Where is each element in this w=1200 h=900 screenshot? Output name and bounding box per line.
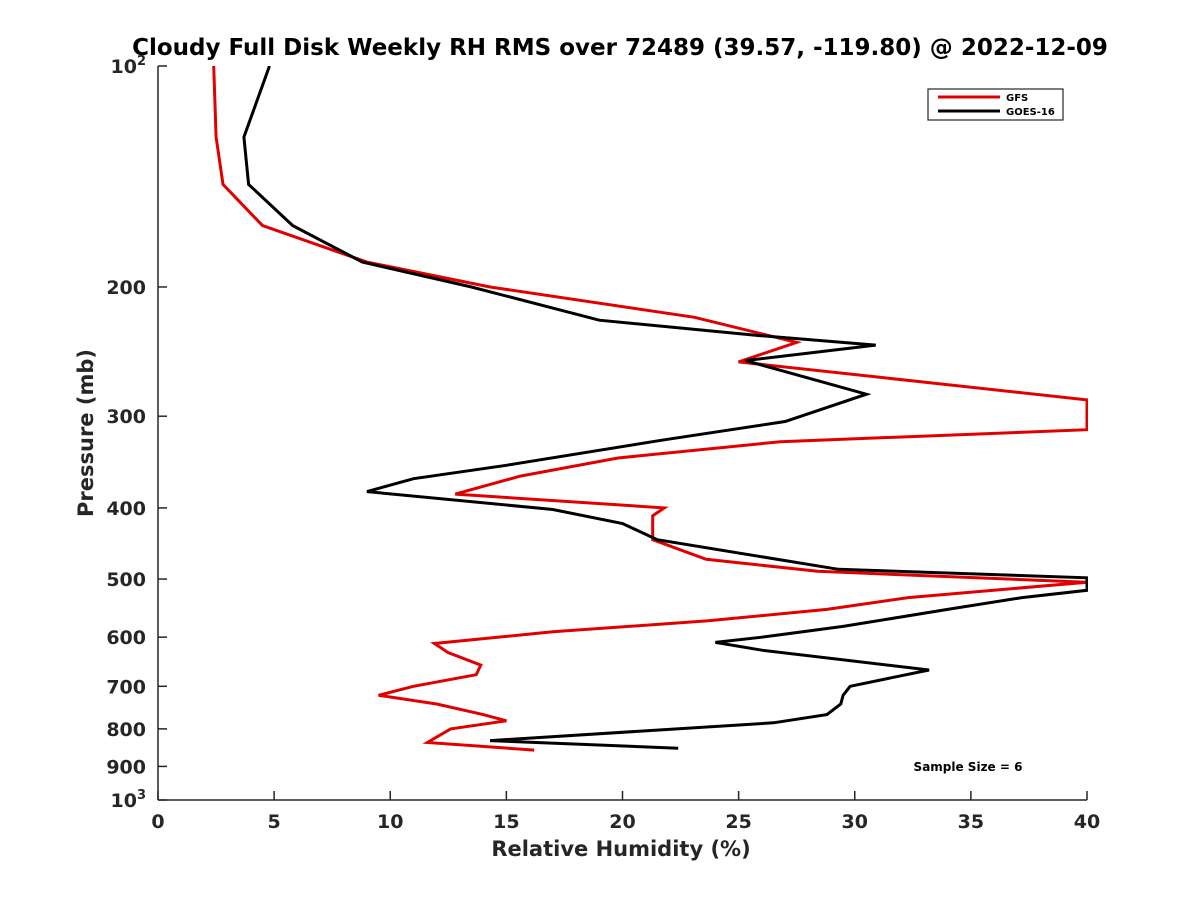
sample-size-annotation: Sample Size = 6 (914, 760, 1023, 774)
y-tick-label-900: 900 (106, 756, 146, 778)
x-tick-label-5: 5 (268, 811, 281, 833)
y-axis-ticks: 102 200 300 400 500 600 700 800 900 103 (106, 54, 167, 812)
legend-label-goes16: GOES-16 (1006, 107, 1055, 118)
x-tick-label-0: 0 (151, 811, 164, 833)
plot-area: 0 5 10 15 20 25 30 35 40 102 200 300 400 500 600 700 80… (106, 54, 1100, 833)
y-tick-label-700: 700 (106, 676, 146, 698)
y-tick-label-300: 300 (106, 406, 146, 428)
series-line-goes-16 (242, 66, 1088, 750)
x-tick-label-35: 35 (958, 811, 984, 833)
x-axis-label: Relative Humidity (%) (491, 837, 750, 861)
y-tick-label-200: 200 (106, 277, 146, 299)
y-tick-label-600: 600 (106, 627, 146, 649)
x-tick-label-30: 30 (842, 811, 868, 833)
series-group (212, 66, 1088, 752)
y-tick-label-800: 800 (106, 719, 146, 741)
x-tick-label-25: 25 (725, 811, 751, 833)
x-tick-label-20: 20 (609, 811, 635, 833)
legend-box (927, 88, 1064, 121)
chart-title: Cloudy Full Disk Weekly RH RMS over 7248… (132, 35, 1108, 61)
x-axis-ticks: 0 5 10 15 20 25 30 35 40 (151, 791, 1100, 833)
legend: GFS GOES-16 (927, 88, 1064, 121)
x-tick-label-40: 40 (1074, 811, 1100, 833)
series-line-gfs (212, 66, 1088, 752)
x-tick-label-10: 10 (377, 811, 403, 833)
y-axis-label: Pressure (mb) (74, 349, 98, 517)
x-tick-label-15: 15 (493, 811, 519, 833)
y-tick-label-500: 500 (106, 569, 146, 591)
y-tick-label-400: 400 (106, 498, 146, 520)
legend-label-gfs: GFS (1006, 93, 1028, 104)
y-tick-label-1000: 103 (111, 788, 147, 812)
y-tick-label-100: 102 (111, 54, 147, 78)
